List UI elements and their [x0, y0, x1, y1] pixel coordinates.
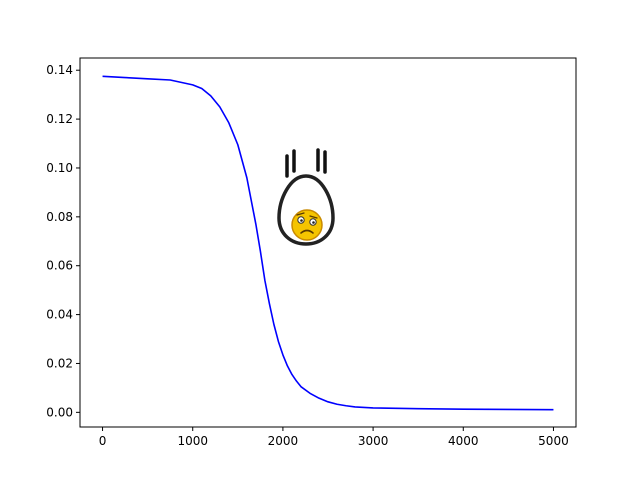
y-tick-label: 0.12 — [46, 112, 73, 126]
pupil-icon — [312, 221, 315, 224]
y-tick-label: 0.06 — [46, 259, 73, 273]
y-tick-label: 0.00 — [46, 405, 73, 419]
pupil-icon — [300, 219, 303, 222]
y-tick-label: 0.08 — [46, 210, 73, 224]
series-line — [102, 75, 554, 411]
x-tick-label: 0 — [99, 434, 107, 448]
x-tick-label: 1000 — [177, 434, 208, 448]
x-tick-label: 2000 — [268, 434, 299, 448]
y-tick-label: 0.02 — [46, 356, 73, 370]
x-axis: 0 1000 2000 3000 4000 5000 — [99, 427, 569, 448]
x-tick-label: 3000 — [358, 434, 389, 448]
plot-area — [80, 58, 576, 427]
plot-frame — [79, 57, 577, 428]
eyebrow-icon — [309, 215, 318, 219]
eyebrow-icon — [296, 212, 305, 216]
y-tick-label: 0.10 — [46, 161, 73, 175]
x-tick-label: 5000 — [538, 434, 569, 448]
y-tick-label: 0.04 — [46, 308, 73, 322]
y-tick-label: 0.14 — [46, 63, 73, 77]
y-axis: 0.00 0.02 0.04 0.06 0.08 0.10 0.12 0.14 — [46, 63, 80, 419]
frown-mouth-icon — [300, 229, 314, 234]
x-tick-label: 4000 — [448, 434, 479, 448]
scared-egg-sticker-icon — [277, 148, 335, 246]
series-layer — [102, 75, 554, 411]
scared-face-icon — [291, 209, 323, 241]
